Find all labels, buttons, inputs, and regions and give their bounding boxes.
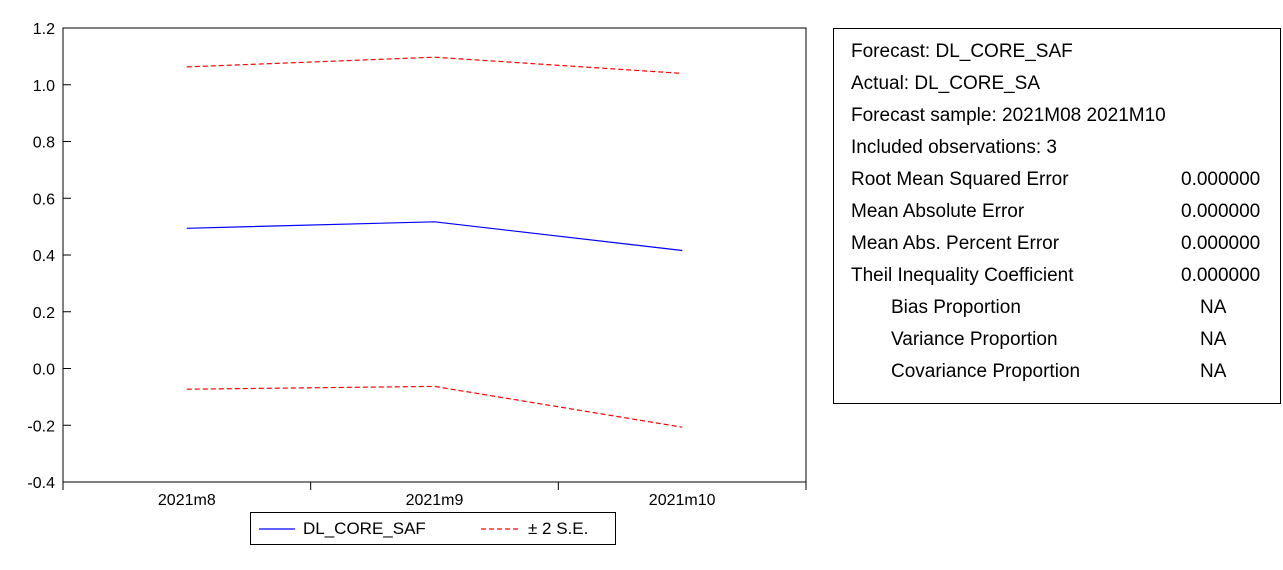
stats-proportion-label: Bias Proportion (891, 297, 1021, 318)
series-line-forecast (186, 221, 683, 252)
stats-observations-line: Included observations: 3 (851, 132, 1281, 164)
y-tick-label: -0.4 (27, 475, 55, 492)
stats-row-mape: Mean Abs. Percent Error 0.000000 (851, 228, 1281, 260)
stats-row-value: 0.000000 (1181, 265, 1261, 286)
stats-actual: Actual: DL_CORE_SA (851, 73, 1041, 94)
stats-row-label: Theil Inequality Coefficient (851, 265, 1074, 286)
stats-sample-line: Forecast sample: 2021M08 2021M10 (851, 100, 1281, 132)
stats-row-theil: Theil Inequality Coefficient 0.000000 (851, 260, 1281, 292)
y-tick-label: -0.2 (27, 418, 55, 435)
stats-proportion-value: NA (1200, 329, 1227, 350)
y-axis: -0.4 -0.2 0.0 0.2 0.4 0.6 0.8 1.0 1.2 (27, 21, 71, 492)
stats-row-value: 0.000000 (1181, 233, 1261, 254)
stats-proportion-label: Covariance Proportion (891, 361, 1081, 382)
stats-row-value: 0.000000 (1181, 169, 1261, 190)
forecast-chart: -0.4-0.20.00.20.40.60.81.01.2 2021m8 2021… (27, 21, 807, 509)
y-tick-label: 0.4 (33, 248, 55, 265)
stats-row-mae: Mean Absolute Error 0.000000 (851, 196, 1281, 228)
stats-proportion-bias: Bias Proportion NA (851, 292, 1281, 324)
y-tick-label: 0.8 (33, 135, 55, 152)
stats-row-label: Root Mean Squared Error (851, 169, 1069, 190)
y-tick-label: 0.0 (33, 362, 55, 379)
stats-observations: Included observations: 3 (851, 137, 1057, 158)
y-tick-label: 1.2 (33, 21, 55, 38)
chart-legend: DL_CORE_SAF ± 2 S.E. (250, 512, 616, 545)
stats-row-label: Mean Abs. Percent Error (851, 233, 1060, 254)
stats-sample: Forecast sample: 2021M08 2021M10 (851, 105, 1166, 126)
x-axis: 2021m8 2021m9 2021m10 (62, 482, 807, 509)
series-group (186, 56, 683, 428)
legend-se-label: ± 2 S.E. (528, 519, 589, 538)
stats-proportion-covariance: Covariance Proportion NA (851, 356, 1281, 388)
x-tick-label: 2021m8 (158, 492, 216, 509)
legend-forecast-label: DL_CORE_SAF (303, 519, 426, 538)
stats-forecast: Forecast: DL_CORE_SAF (851, 41, 1073, 62)
stats-proportion-variance: Variance Proportion NA (851, 324, 1281, 356)
forecast-statistics-box: Forecast: DL_CORE_SAF Actual: DL_CORE_SA… (833, 28, 1281, 404)
x-tick-label: 2021m9 (406, 492, 464, 509)
y-tick-label: 0.2 (33, 305, 55, 322)
legend-forecast-swatch (259, 528, 295, 530)
plot-frame (62, 27, 807, 483)
y-tick-label: 0.6 (33, 191, 55, 208)
stats-forecast-line: Forecast: DL_CORE_SAF (851, 36, 1281, 68)
legend-se-swatch (481, 528, 521, 530)
stats-row-value: 0.000000 (1181, 201, 1261, 222)
stats-row-rmse: Root Mean Squared Error 0.000000 (851, 164, 1281, 196)
stats-actual-line: Actual: DL_CORE_SA (851, 68, 1281, 100)
x-tick-label: 2021m10 (649, 492, 716, 509)
stats-row-label: Mean Absolute Error (851, 201, 1025, 222)
stats-proportion-value: NA (1200, 297, 1227, 318)
series-line-upper-band (186, 56, 683, 74)
y-tick-label: 1.0 (33, 78, 55, 95)
series-line-lower-band (186, 385, 683, 428)
stats-lines: Forecast: DL_CORE_SAF Actual: DL_CORE_SA… (851, 36, 1281, 388)
stats-proportion-value: NA (1200, 361, 1227, 382)
stats-proportion-label: Variance Proportion (891, 329, 1058, 350)
